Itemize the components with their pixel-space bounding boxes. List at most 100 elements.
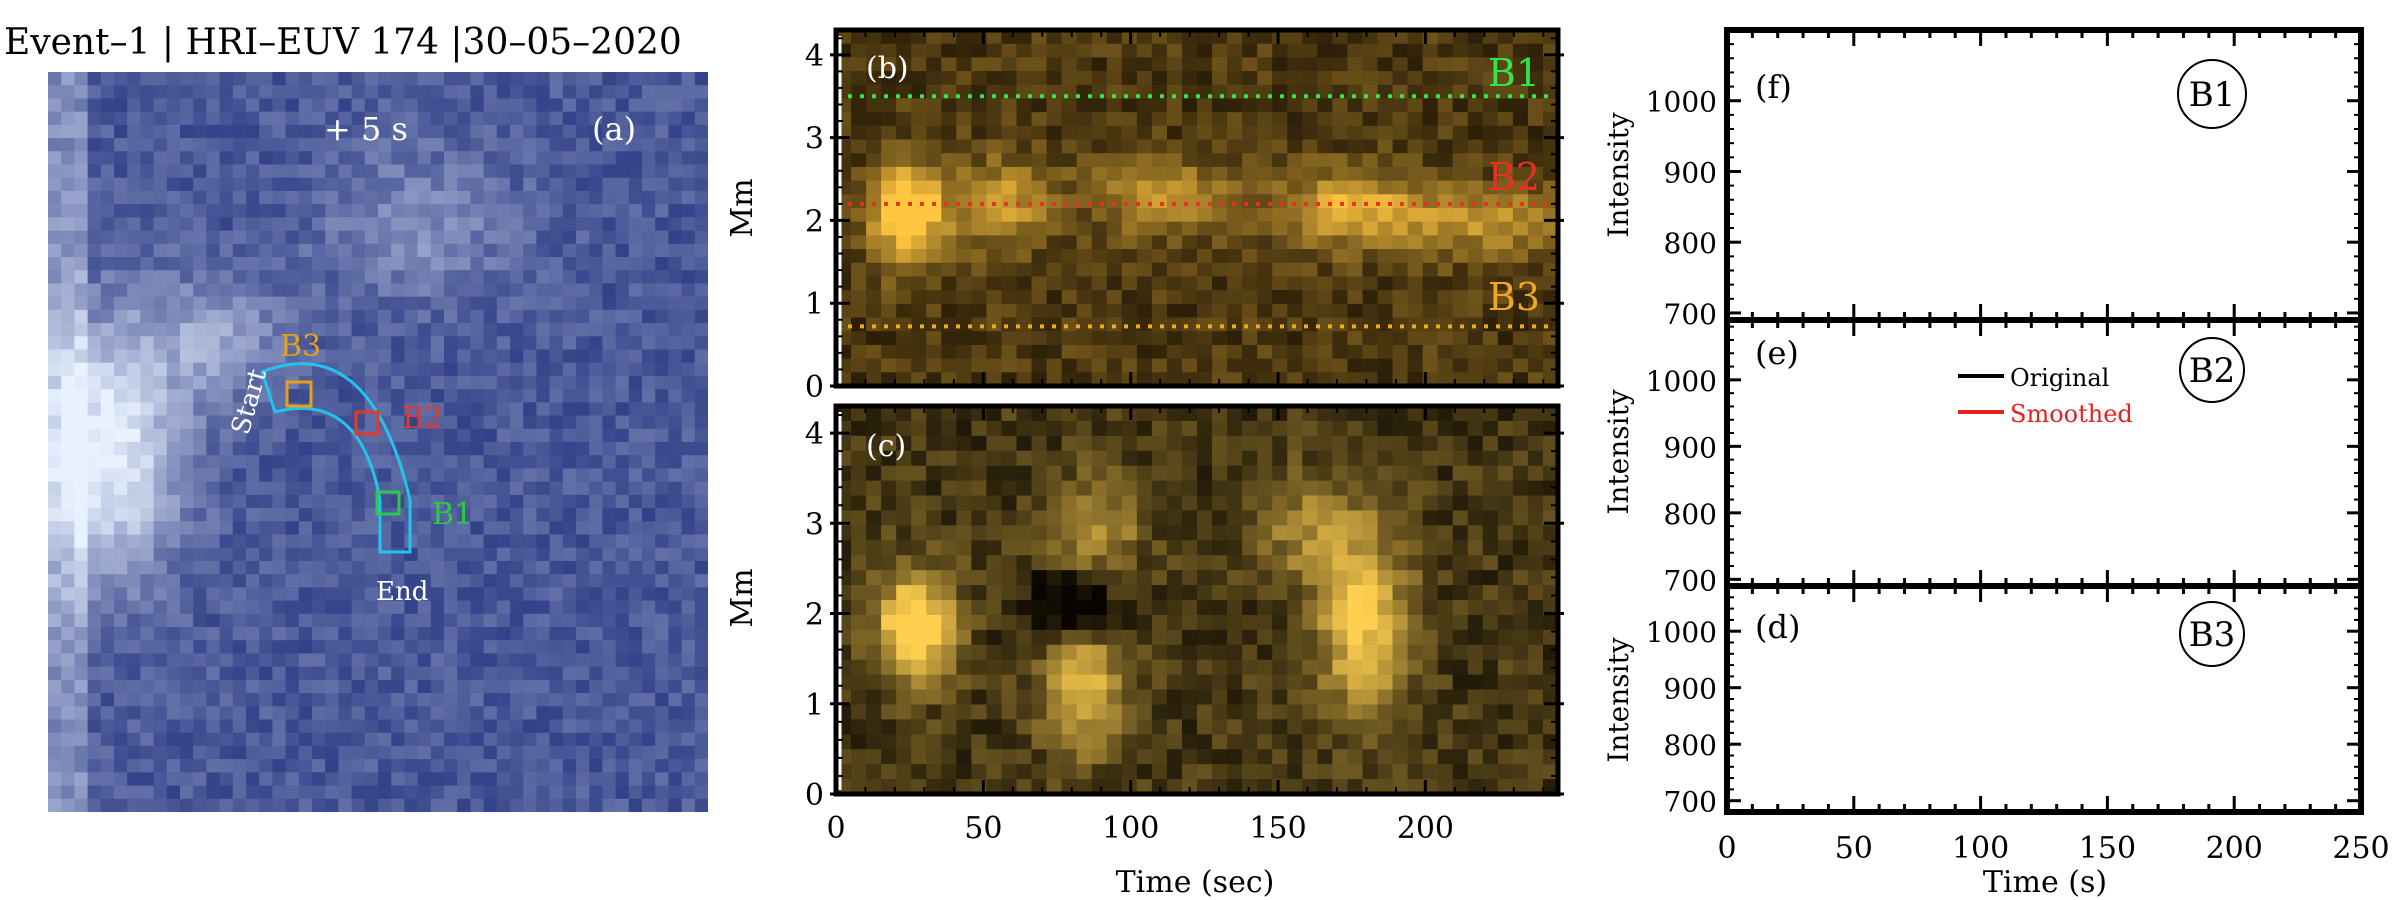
heatmap-cell [1437, 139, 1454, 154]
image-pixel [457, 627, 471, 641]
heatmap-cell [1136, 57, 1153, 72]
image-pixel [628, 613, 643, 628]
image-pixel [140, 336, 155, 351]
image-pixel [153, 560, 168, 575]
heatmap-cell [866, 406, 882, 422]
heatmap-cell [1001, 331, 1018, 346]
heatmap-cell [851, 57, 867, 72]
heatmap-cell [956, 71, 972, 86]
image-pixel [298, 759, 313, 773]
image-pixel [285, 124, 300, 139]
heatmap-cell [1542, 450, 1559, 467]
heatmap-cell [1031, 153, 1048, 168]
heatmap-cell [1407, 435, 1424, 452]
image-pixel [417, 732, 432, 747]
heatmap-cell [1197, 153, 1213, 168]
heatmap-cell [956, 57, 972, 72]
heatmap-cell [1166, 510, 1183, 526]
heatmap-cell [1212, 495, 1228, 512]
image-pixel [628, 798, 643, 812]
heatmap-cell [1212, 510, 1228, 526]
heatmap-cell [1106, 57, 1123, 72]
heatmap-cell [1227, 435, 1243, 452]
heatmap-cell [1001, 585, 1018, 601]
heatmap-cell [1527, 450, 1544, 467]
heatmap-cell [1106, 465, 1123, 482]
image-pixel [536, 679, 551, 694]
heatmap-cell [1302, 153, 1318, 168]
image-pixel [536, 455, 551, 470]
image-pixel [549, 98, 564, 113]
heatmap-cell [956, 303, 972, 319]
image-pixel [298, 442, 313, 456]
heatmap-cell [1031, 249, 1048, 264]
image-pixel [219, 257, 234, 271]
image-pixel [536, 375, 551, 390]
image-pixel [61, 521, 75, 536]
heatmap-cell [1016, 249, 1033, 264]
image-pixel [470, 190, 485, 205]
image-pixel [576, 428, 590, 443]
image-pixel [180, 124, 194, 139]
image-pixel [615, 362, 630, 377]
image-pixel [219, 283, 234, 298]
image-pixel [180, 442, 194, 456]
heatmap-cell [926, 600, 942, 616]
image-pixel [61, 375, 75, 390]
heatmap-cell [926, 555, 942, 571]
heatmap-cell [1437, 465, 1454, 482]
heatmap-cell [1482, 450, 1499, 467]
heatmap-cell [1437, 555, 1454, 571]
image-pixel [483, 323, 498, 337]
image-pixel [74, 653, 89, 668]
image-pixel [628, 719, 643, 734]
heatmap-cell [1302, 125, 1318, 141]
heatmap-cell [1166, 344, 1183, 360]
image-pixel [140, 72, 155, 86]
image-pixel [140, 759, 155, 773]
heatmap-cell [1437, 644, 1454, 661]
heatmap-cell [1407, 98, 1424, 113]
heatmap-cell [1197, 465, 1213, 482]
heatmap-cell [896, 344, 912, 360]
image-pixel [140, 85, 155, 100]
image-pixel [655, 243, 669, 258]
image-pixel [430, 640, 445, 655]
heatmap-cell [1001, 112, 1018, 127]
image-pixel [285, 98, 300, 113]
heatmap-cell [1437, 495, 1454, 512]
image-pixel [589, 706, 603, 721]
heatmap-cell [1242, 208, 1258, 223]
image-pixel [404, 217, 419, 232]
image-pixel [246, 428, 260, 443]
heatmap-cell [1317, 525, 1333, 541]
heatmap-cell [1392, 84, 1409, 100]
heatmap-cell [1302, 420, 1318, 437]
heatmap-cell [1091, 84, 1108, 100]
heatmap-cell [1527, 276, 1544, 291]
image-pixel [351, 217, 366, 232]
image-pixel [404, 627, 419, 641]
heatmap-cell [1136, 629, 1153, 646]
image-pixel [391, 164, 405, 179]
heatmap-cell [1407, 84, 1424, 100]
panel-b-ylabel: Mm [725, 178, 760, 237]
image-pixel [61, 719, 75, 734]
heatmap-cell [1001, 249, 1018, 264]
image-pixel [114, 759, 128, 773]
heatmap-cell [941, 644, 957, 661]
heatmap-cell [881, 317, 897, 332]
image-pixel [325, 745, 339, 760]
image-pixel [589, 508, 603, 522]
heatmap-cell [1076, 585, 1093, 601]
image-pixel [351, 587, 366, 602]
heatmap-cell [986, 420, 1003, 437]
image-pixel [325, 481, 339, 496]
image-pixel [246, 204, 260, 218]
image-pixel [272, 72, 287, 86]
heatmap-cell [956, 435, 972, 452]
image-pixel [615, 706, 630, 721]
heatmap-cell [1512, 98, 1529, 113]
image-pixel [589, 257, 603, 271]
heatmap-cell [1362, 344, 1379, 360]
